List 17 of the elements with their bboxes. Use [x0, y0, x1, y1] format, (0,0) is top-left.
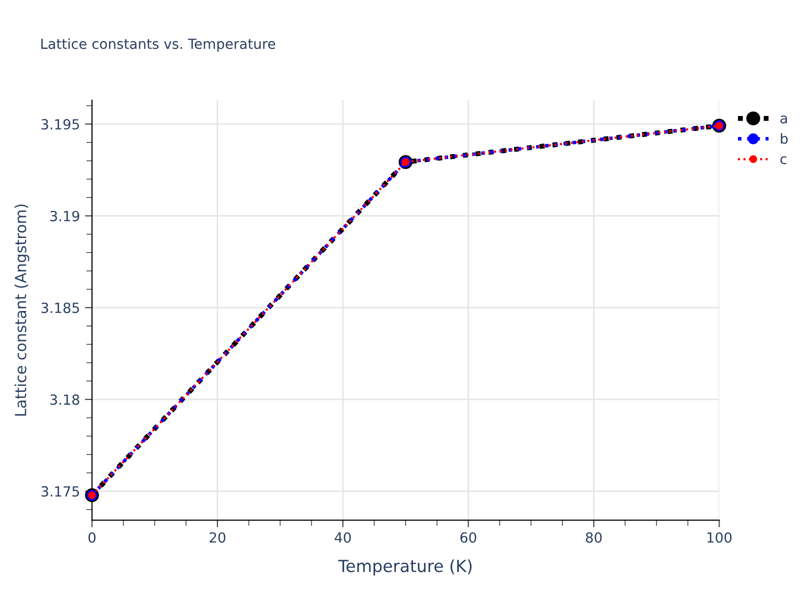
y-tick-label: 3.175 — [41, 486, 79, 497]
x-tick-label: 80 — [586, 532, 602, 543]
legend-label: a — [780, 115, 787, 124]
legend-label: b — [780, 133, 788, 144]
x-tick-label: 60 — [460, 532, 476, 543]
y-tick-label: 3.19 — [50, 210, 80, 222]
x-axis-title: Temperature (K) — [338, 559, 472, 576]
chart-title: Lattice constants vs. Temperature — [41, 38, 276, 52]
legend-label: c — [780, 156, 786, 164]
x-tick-label: 40 — [334, 532, 351, 543]
y-tick-label: 3.18 — [50, 394, 80, 405]
x-tick-label: 100 — [707, 532, 732, 543]
x-tick-label: 20 — [210, 532, 226, 543]
y-tick-label: 3.195 — [41, 119, 79, 130]
y-axis-title: Lattice constant (Angstrom) — [14, 204, 30, 416]
y-tick-label: 3.185 — [41, 302, 79, 314]
x-tick-label: 0 — [88, 532, 96, 543]
